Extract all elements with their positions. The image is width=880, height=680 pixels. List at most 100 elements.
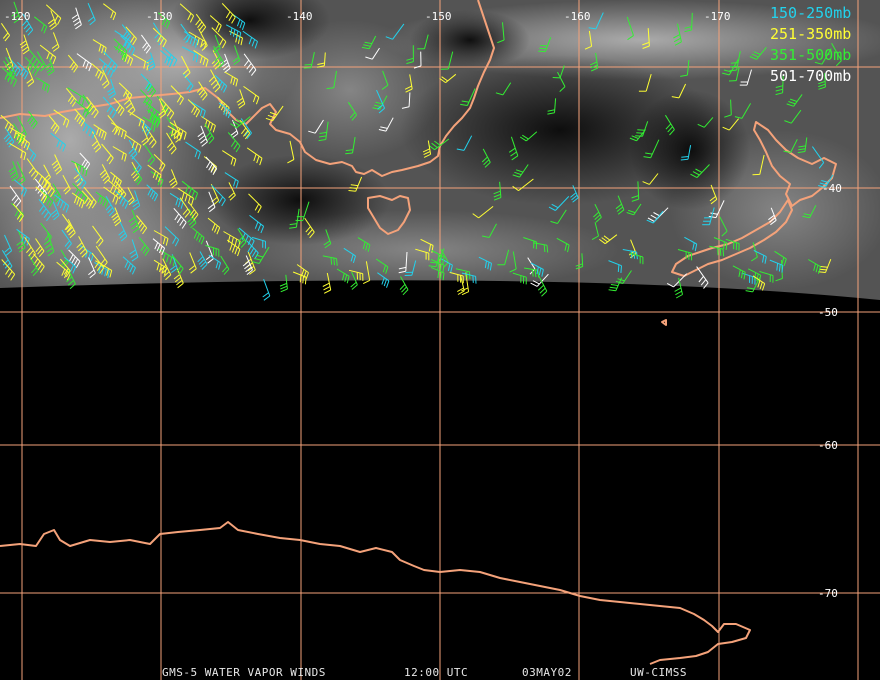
wind-barb-icon	[112, 146, 127, 162]
wind-barb-icon	[348, 176, 363, 192]
wind-barb-icon	[195, 13, 207, 34]
wind-barb-icon	[343, 247, 356, 264]
wind-barb-icon	[664, 114, 675, 136]
wind-barb-icon	[188, 202, 199, 221]
wind-barb-icon	[638, 73, 652, 92]
wind-barb-icon	[818, 73, 826, 90]
wind-barb-icon	[249, 215, 265, 234]
wind-barb-icon	[114, 190, 129, 209]
wind-barb-icon	[183, 31, 199, 48]
wind-barb-icon	[512, 272, 527, 285]
wind-barb-icon	[547, 98, 557, 115]
wind-barb-icon	[67, 87, 85, 106]
wind-barb-icon	[230, 116, 251, 129]
footer-time: 12:00 UTC	[404, 666, 468, 679]
wind-barb-icon	[556, 237, 570, 253]
wind-barb-icon	[125, 26, 137, 46]
wind-barb-icon	[608, 260, 622, 273]
wind-barb-icon	[179, 197, 191, 218]
latitude-label: -60	[818, 439, 838, 452]
wind-barb-icon	[74, 108, 86, 127]
wind-barb-icon	[40, 222, 52, 244]
wind-barb-icon	[160, 258, 172, 281]
wind-barb-icon	[797, 137, 808, 154]
wind-barb-icon	[182, 73, 194, 93]
wind-barb-icon	[591, 222, 599, 241]
wind-barb-icon	[160, 50, 173, 68]
wind-barb-icon	[140, 89, 153, 109]
wind-barb-icon	[530, 273, 549, 287]
wind-barb-icon	[14, 179, 27, 197]
wind-barb-icon	[76, 236, 88, 258]
wind-barb-icon	[99, 164, 111, 184]
wind-barb-icon	[95, 191, 109, 208]
wind-barb-icon	[318, 121, 329, 142]
wind-barb-icon	[8, 161, 19, 182]
wind-barb-icon	[251, 236, 266, 249]
wind-barb-icon	[40, 189, 54, 208]
wind-barb-icon	[417, 34, 429, 50]
wind-barb-icon	[626, 203, 642, 216]
wind-barb-icon	[512, 164, 529, 178]
wind-barb-icon	[224, 172, 239, 189]
wind-barb-icon	[317, 52, 326, 68]
wind-barb-icon	[102, 96, 117, 119]
wind-barb-icon	[208, 254, 221, 270]
wind-barb-icon	[218, 102, 232, 119]
wind-barb-icon	[24, 236, 36, 260]
wind-barb-icon	[224, 71, 239, 87]
wind-barb-icon	[129, 239, 139, 262]
wind-barb-icon	[666, 273, 688, 288]
wind-barb-icon	[152, 27, 167, 48]
wind-barb-icon	[802, 205, 817, 219]
wind-barb-icon	[570, 185, 579, 203]
wind-barb-icon	[153, 230, 169, 246]
wind-barb-icon	[1, 259, 16, 281]
wind-barb-icon	[584, 30, 593, 50]
wind-barb-icon	[461, 272, 477, 284]
wind-barb-icon	[92, 39, 107, 55]
wind-barb-icon	[166, 132, 177, 155]
wind-barb-icon	[287, 140, 295, 164]
wind-barb-icon	[262, 279, 271, 301]
wind-barb-icon	[169, 192, 184, 209]
wind-barb-icon	[141, 125, 149, 146]
wind-barb-icon	[111, 207, 122, 227]
wind-barb-icon	[142, 116, 156, 132]
wind-barb-icon	[404, 74, 413, 93]
wind-barb-icon	[145, 52, 156, 71]
wind-barb-icon	[439, 73, 457, 84]
wind-barb-icon	[131, 155, 142, 174]
wind-barb-icon	[51, 154, 63, 175]
wind-barb-icon	[228, 182, 236, 201]
wind-barb-icon	[508, 136, 519, 161]
wind-barb-icon	[296, 264, 309, 280]
wind-barb-icon	[101, 67, 110, 89]
wind-barb-icon	[350, 271, 358, 290]
wind-barb-icon	[158, 248, 176, 267]
wind-barb-icon	[105, 196, 115, 217]
wind-barb-icon	[550, 209, 567, 224]
wind-barb-icon	[449, 271, 464, 284]
wind-barb-icon	[702, 207, 715, 226]
wind-barb-icon	[38, 198, 52, 222]
wind-barb-icon	[413, 51, 422, 69]
wind-barb-icon	[456, 135, 473, 151]
wind-barb-icon	[123, 92, 136, 116]
wind-barb-icon	[158, 98, 167, 119]
wind-barb-icon	[4, 234, 13, 256]
wind-barb-icon	[242, 30, 258, 49]
wind-barb-icon	[188, 252, 197, 274]
wind-barb-icon	[422, 140, 432, 158]
footer-source: UW-CIMSS	[630, 666, 687, 679]
wind-barb-icon	[24, 56, 39, 77]
wind-barb-icon	[71, 192, 85, 209]
wind-barb-icon	[722, 59, 739, 76]
longitude-label: -170	[704, 10, 731, 23]
wind-barb-icon	[118, 82, 133, 102]
wind-barb-icon	[673, 23, 682, 46]
wind-barb-icon	[187, 208, 197, 229]
wind-barb-icon	[196, 81, 208, 101]
wind-barb-icon	[181, 180, 199, 201]
wind-barb-icon	[749, 46, 767, 60]
